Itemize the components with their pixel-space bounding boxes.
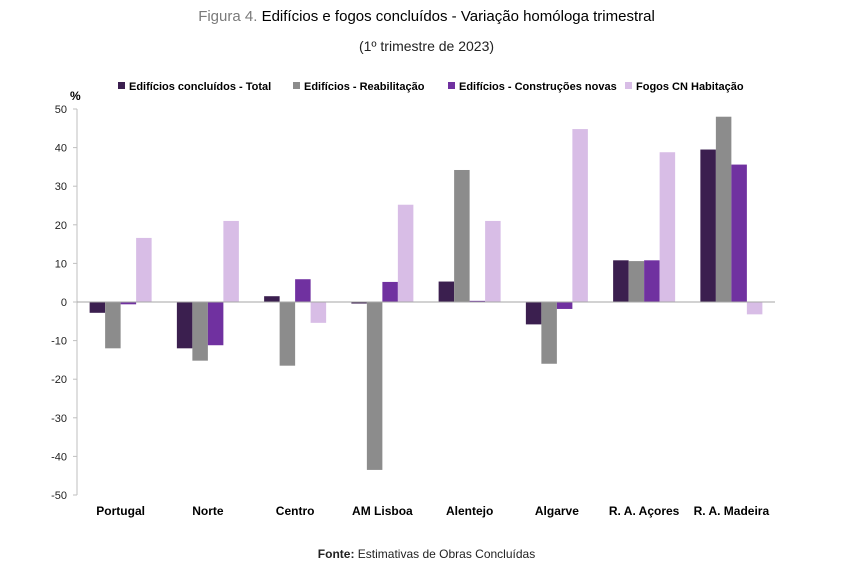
bar — [572, 129, 588, 302]
category-label: AM Lisboa — [352, 504, 413, 518]
legend-swatch — [118, 82, 125, 89]
bar — [264, 296, 280, 302]
bar — [700, 149, 716, 302]
category-label: R. A. Madeira — [694, 504, 770, 518]
y-tick-label: -50 — [51, 490, 67, 502]
bar — [105, 302, 121, 349]
bar — [207, 302, 224, 346]
category-label: Alentejo — [446, 504, 493, 518]
category-label: R. A. Açores — [609, 504, 680, 518]
bar — [223, 220, 239, 302]
bar — [731, 164, 747, 302]
legend-swatch — [293, 82, 300, 89]
bar — [613, 260, 629, 302]
legend-label: Edifícios concluídos - Total — [129, 81, 271, 93]
bar — [525, 302, 542, 325]
category-label: Norte — [192, 504, 224, 518]
bar — [556, 302, 573, 309]
bar — [192, 302, 208, 361]
bar — [295, 279, 311, 302]
bar — [659, 152, 676, 302]
chart-title: Figura 4. Edifícios e fogos concluídos -… — [0, 8, 853, 25]
legend-label: Edifícios - Reabilitação — [304, 81, 425, 93]
legend-label: Fogos CN Habitação — [636, 81, 744, 93]
y-tick-label: 10 — [55, 258, 67, 270]
bar — [89, 302, 106, 313]
bar — [746, 302, 763, 315]
bar — [279, 302, 296, 366]
y-tick-label: 50 — [55, 104, 67, 116]
source-text: Estimativas de Obras Concluídas — [357, 547, 536, 561]
chart-subtitle: (1º trimestre de 2023) — [358, 38, 495, 54]
y-tick-label: 30 — [55, 181, 67, 193]
bar — [366, 302, 383, 470]
bar — [351, 302, 367, 304]
y-tick-label: 40 — [55, 143, 67, 155]
bar — [176, 302, 193, 349]
bar — [120, 302, 137, 305]
y-tick-label: 20 — [55, 220, 67, 232]
source-label: Fonte: — [317, 547, 355, 561]
bar — [715, 116, 732, 302]
bar — [397, 204, 414, 302]
bar — [136, 237, 152, 302]
bar-chart: 50 40 30 20 10 0 -10 -20 -30 -40 -50% Portugal Norte… — [51, 81, 775, 518]
y-tick-label: -20 — [51, 374, 67, 386]
category-label: Algarve — [535, 504, 579, 518]
legend-swatch — [448, 82, 455, 89]
bar — [310, 302, 327, 323]
bar — [382, 281, 398, 302]
y-tick-label: -30 — [51, 413, 67, 425]
category-label: Portugal — [96, 504, 145, 518]
y-tick-label: -10 — [51, 336, 67, 348]
legend-swatch — [625, 82, 632, 89]
source-note: Fonte: Estimativas de Obras Concluídas — [0, 547, 853, 561]
title-text: Edifícios e fogos concluídos - Variação … — [261, 8, 655, 25]
bar — [469, 300, 486, 302]
bar — [644, 260, 660, 302]
figure-label: Figura 4. — [198, 8, 258, 25]
bar — [438, 281, 455, 302]
legend-label: Edifícios - Construções novas — [459, 81, 617, 93]
y-tick-label: -40 — [51, 451, 67, 463]
y-axis-label: % — [70, 89, 81, 103]
category-label: Centro — [276, 504, 315, 518]
bar — [541, 302, 557, 364]
bar — [628, 261, 645, 302]
bar — [485, 220, 501, 302]
bar — [454, 169, 470, 302]
y-tick-label: 0 — [61, 297, 67, 309]
